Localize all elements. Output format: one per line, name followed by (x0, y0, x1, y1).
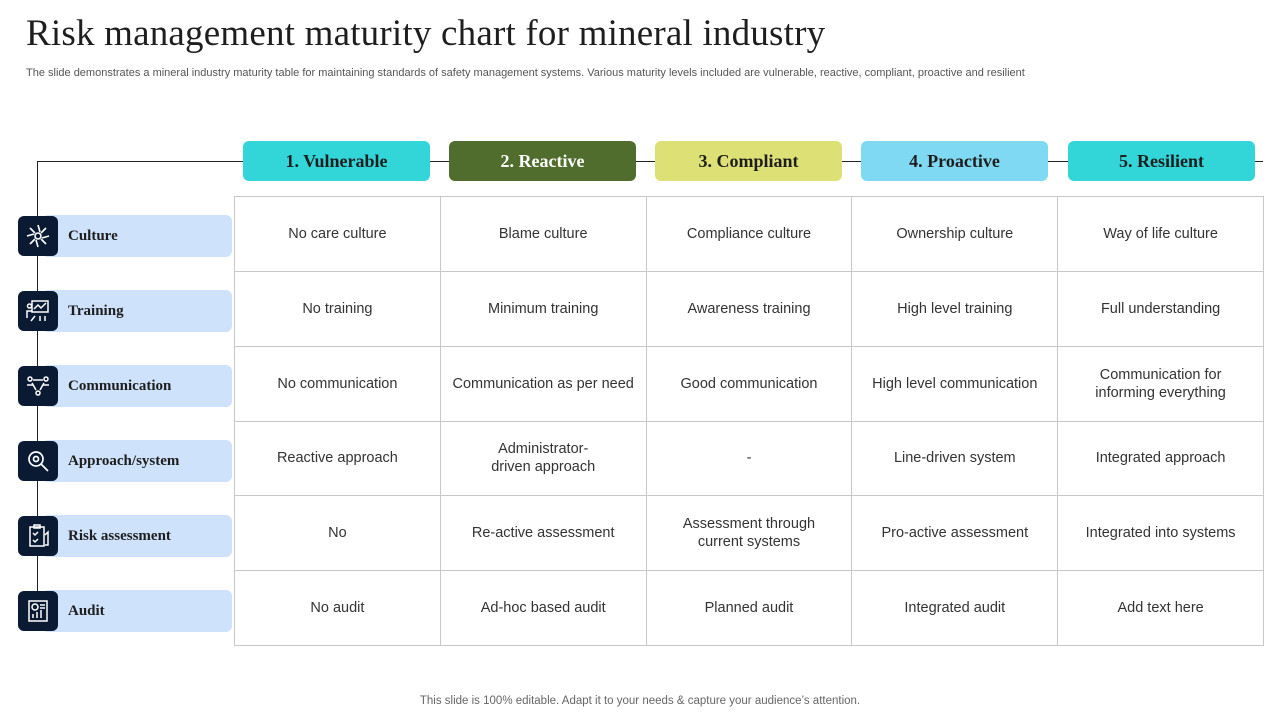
table-cell: Awareness training (646, 271, 853, 347)
row-label-background (42, 290, 232, 332)
row-label-background (42, 440, 232, 482)
table-cell: No care culture (235, 197, 441, 272)
table-cell: Administrator- driven approach (440, 421, 647, 497)
row-label-text: Culture (68, 227, 118, 244)
table-cell: Integrated into systems (1058, 496, 1264, 572)
row-label-audit: Audit (18, 590, 232, 632)
table-cell: Minimum training (440, 271, 647, 347)
level-label: 1. Vulnerable (285, 150, 388, 171)
row-label-risk-assessment: Risk assessment (18, 515, 232, 557)
table-cell: Compliance culture (646, 197, 853, 272)
footer-note: This slide is 100% editable. Adapt it to… (419, 695, 861, 707)
row-label-background (42, 590, 232, 632)
table-cell: Line-driven system (852, 421, 1059, 497)
table-cell: Ad-hoc based audit (440, 571, 647, 646)
people-network-icon (18, 366, 58, 406)
row-label-text: Approach/system (68, 452, 180, 469)
level-header-proactive: 4. Proactive (861, 141, 1048, 181)
row-label-text: Risk assessment (68, 527, 171, 544)
row-label-background (42, 515, 232, 557)
row-label-text: Training (68, 302, 124, 319)
level-header-resilient: 5. Resilient (1068, 141, 1255, 181)
row-label-text: Communication (68, 377, 172, 394)
presentation-board-icon (18, 291, 58, 331)
table-cell: Pro-active assessment (852, 496, 1059, 572)
table-cell: Full understanding (1058, 271, 1264, 347)
table-cell: Ownership culture (852, 197, 1059, 272)
table-cell: No training (235, 271, 441, 347)
row-label-training: Training (18, 290, 232, 332)
level-header-reactive: 2. Reactive (449, 141, 636, 181)
table-cell: No communication (235, 346, 441, 422)
level-label: 5. Resilient (1119, 150, 1204, 171)
table-cell: Blame culture (440, 197, 647, 272)
table-cell: High level communication (852, 346, 1059, 422)
row-label-background (42, 365, 232, 407)
table-cell: Integrated audit (852, 571, 1059, 646)
level-label: 2. Reactive (500, 150, 585, 171)
page-subtitle: The slide demonstrates a mineral industr… (26, 67, 1025, 79)
row-label-text: Audit (68, 602, 105, 619)
report-chart-icon (18, 591, 58, 631)
table-cell: Re-active assessment (440, 496, 647, 572)
table-cell: Communication as per need (440, 346, 647, 422)
level-header-vulnerable: 1. Vulnerable (243, 141, 430, 181)
header-connector-line (37, 161, 1263, 162)
table-cell: No audit (235, 571, 441, 646)
level-header-compliant: 3. Compliant (655, 141, 842, 181)
flower-burst-icon (18, 216, 58, 256)
table-cell: Way of life culture (1058, 197, 1264, 272)
row-label-approach-system: Approach/system (18, 440, 232, 482)
table-cell: Integrated approach (1058, 421, 1264, 497)
row-label-culture: Culture (18, 215, 232, 257)
magnifier-gear-icon (18, 441, 58, 481)
table-cell: Planned audit (646, 571, 853, 646)
level-label: 3. Compliant (698, 150, 799, 171)
table-cell: Assessment through current systems (646, 496, 853, 572)
table-cell: High level training (852, 271, 1059, 347)
maturity-table: No care culture Blame culture Compliance… (234, 196, 1264, 646)
level-label: 4. Proactive (909, 150, 1000, 171)
table-cell: No (235, 496, 441, 572)
clipboard-check-icon (18, 516, 58, 556)
row-label-communication: Communication (18, 365, 232, 407)
table-cell: Reactive approach (235, 421, 441, 497)
table-cell: Communication for informing everything (1058, 346, 1264, 422)
table-cell: - (646, 421, 853, 497)
table-cell: Good communication (646, 346, 853, 422)
table-cell: Add text here (1058, 571, 1264, 646)
page-title: Risk management maturity chart for miner… (26, 13, 826, 54)
row-label-background (42, 215, 232, 257)
